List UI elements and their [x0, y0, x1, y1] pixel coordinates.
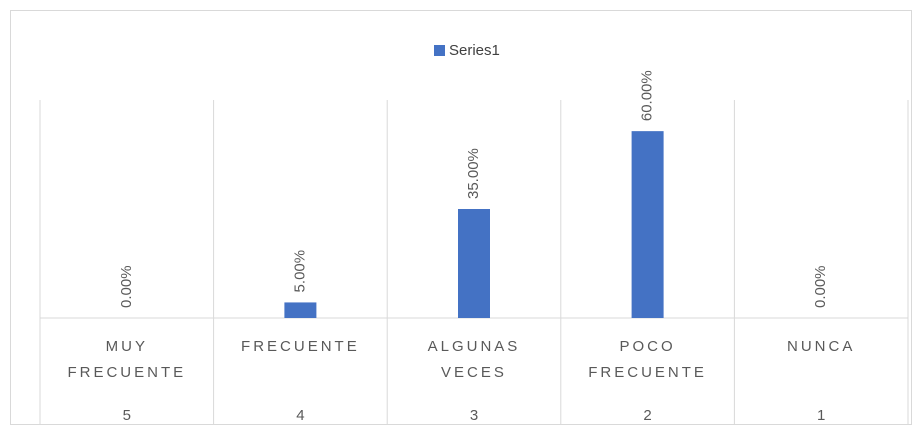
bar — [631, 131, 664, 318]
x-tick-label: NUNCA — [787, 338, 856, 355]
x-subtick-label: 4 — [296, 407, 305, 424]
legend-swatch — [434, 45, 445, 56]
x-tick-label: MUY FRECUENTE — [67, 338, 187, 381]
x-subtick-label: 1 — [817, 407, 826, 424]
x-tick-label: ALGUNAS VECES — [427, 338, 521, 381]
x-tick-label: POCO FRECUENTE — [588, 338, 707, 381]
legend-label: Series1 — [449, 42, 500, 59]
value-label: 0.00% — [812, 265, 829, 308]
x-tick-label: FRECUENTE — [241, 338, 360, 355]
x-subtick-label: 2 — [643, 407, 652, 424]
value-label: 35.00% — [465, 148, 482, 199]
x-subtick-label: 3 — [469, 407, 479, 424]
x-subtick-label: 5 — [122, 407, 131, 424]
value-label: 60.00% — [639, 70, 656, 121]
value-label: 5.00% — [291, 250, 308, 293]
bar — [284, 302, 317, 318]
value-label: 0.00% — [118, 265, 135, 308]
bar — [458, 209, 490, 318]
